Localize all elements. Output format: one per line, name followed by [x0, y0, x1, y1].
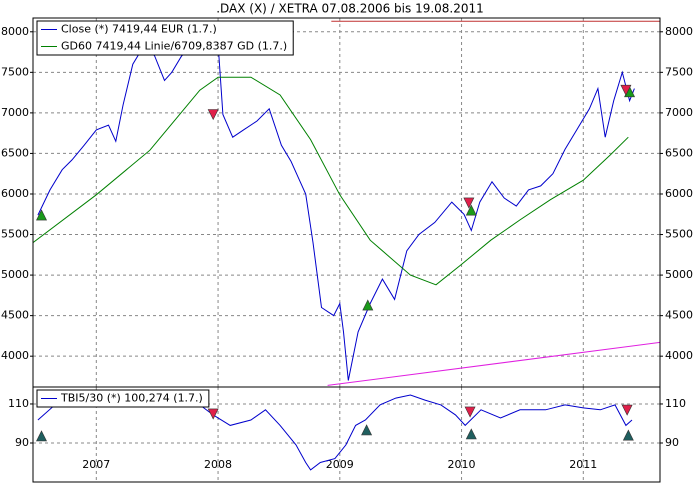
x-tick-label: 2010	[448, 458, 476, 471]
legend-box	[36, 20, 294, 56]
y-tick-label: 5500	[1, 228, 29, 241]
y-tick-label: 6000	[1, 187, 29, 200]
y-tick-label: 4500	[1, 309, 29, 322]
y-tick-label-right: 7500	[665, 65, 693, 78]
y-tick-label-right: 110	[665, 397, 686, 410]
y-tick-label: 8000	[1, 25, 29, 38]
y-tick-label-right: 6000	[665, 187, 693, 200]
chart-title: .DAX (X) / XETRA 07.08.2006 bis 19.08.20…	[216, 2, 484, 16]
signal-marker	[36, 430, 48, 442]
x-tick-label: 2007	[82, 458, 110, 471]
y-tick-label-right: 5000	[665, 268, 693, 281]
y-tick-label-right: 4500	[665, 309, 693, 322]
y-tick-label-right: 5500	[665, 228, 693, 241]
signal-marker	[207, 109, 219, 121]
signal-marker	[464, 406, 476, 418]
y-tick-label: 90	[15, 436, 29, 449]
x-tick-label: 2011	[569, 458, 597, 471]
signal-marker	[207, 408, 219, 420]
signal-marker	[463, 197, 475, 209]
legend-label: Close (*) 7419,44 EUR (1.7.)	[61, 23, 217, 36]
legend-label: GD60 7419,44 Linie/6709,8387 GD (1.7.)	[61, 40, 287, 53]
y-tick-label-right: 7000	[665, 106, 693, 119]
y-tick-label: 5000	[1, 268, 29, 281]
y-tick-label-right: 90	[665, 436, 679, 449]
y-tick-label: 4000	[1, 349, 29, 362]
y-tick-label-right: 8000	[665, 25, 693, 38]
y-tick-label: 110	[8, 397, 29, 410]
signal-marker	[361, 424, 373, 436]
signal-marker	[621, 404, 633, 416]
y-tick-label: 7500	[1, 65, 29, 78]
y-tick-label-right: 6500	[665, 146, 693, 159]
plot-frame	[32, 386, 661, 483]
signal-marker	[465, 428, 477, 440]
signal-marker	[620, 84, 632, 96]
y-tick-label: 7000	[1, 106, 29, 119]
signal-marker	[36, 209, 48, 221]
legend-box	[36, 389, 210, 408]
y-tick-label: 6500	[1, 146, 29, 159]
trend-line	[327, 341, 660, 386]
signal-marker	[622, 429, 634, 441]
x-tick-label: 2009	[326, 458, 354, 471]
y-tick-label-right: 4000	[665, 349, 693, 362]
legend-label: TBI5/30 (*) 100,274 (1.7.)	[60, 392, 203, 405]
series-line	[33, 76, 629, 286]
signal-marker	[465, 204, 477, 216]
signal-marker	[362, 299, 374, 311]
x-tick-label: 2008	[204, 458, 232, 471]
